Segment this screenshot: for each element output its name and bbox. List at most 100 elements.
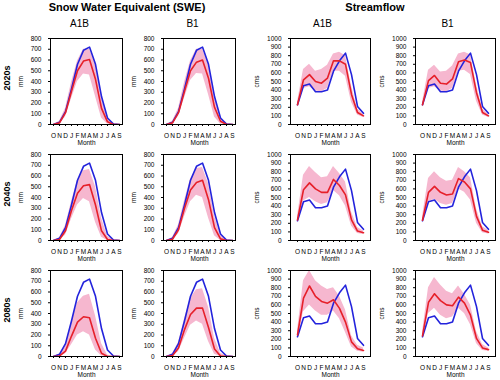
svg-text:0: 0 (151, 121, 155, 128)
svg-text:J: J (439, 132, 442, 139)
svg-text:100: 100 (396, 344, 407, 351)
svg-text:A: A (111, 364, 116, 371)
svg-text:O: O (164, 364, 169, 371)
svg-text:S: S (230, 364, 235, 371)
svg-text:O: O (295, 132, 300, 139)
svg-text:A: A (111, 132, 116, 139)
svg-text:0: 0 (403, 353, 407, 360)
svg-text:1000: 1000 (267, 151, 282, 158)
svg-text:700: 700 (396, 176, 407, 183)
svg-text:J: J (183, 364, 186, 371)
svg-text:cms: cms (253, 191, 260, 204)
svg-text:300: 300 (271, 211, 282, 218)
svg-text:400: 400 (271, 86, 282, 93)
svg-text:N: N (426, 248, 431, 255)
svg-text:J: J (100, 364, 103, 371)
svg-text:N: N (301, 364, 306, 371)
svg-text:J: J (106, 248, 109, 255)
svg-text:J: J (469, 364, 472, 371)
svg-text:Month: Month (321, 255, 339, 262)
svg-text:N: N (426, 364, 431, 371)
svg-text:0: 0 (403, 121, 407, 128)
svg-text:1000: 1000 (267, 267, 282, 274)
svg-text:J: J (469, 248, 472, 255)
svg-text:cms: cms (378, 307, 385, 320)
svg-text:700: 700 (144, 161, 155, 168)
svg-text:J: J (344, 364, 347, 371)
svg-text:O: O (164, 132, 169, 139)
svg-text:J: J (219, 248, 222, 255)
svg-text:700: 700 (271, 176, 282, 183)
svg-text:D: D (63, 364, 68, 371)
svg-text:0: 0 (38, 237, 42, 244)
svg-text:500: 500 (396, 310, 407, 317)
svg-text:O: O (420, 248, 425, 255)
svg-text:A: A (480, 364, 485, 371)
svg-text:O: O (295, 248, 300, 255)
svg-text:S: S (117, 248, 122, 255)
svg-text:700: 700 (144, 277, 155, 284)
svg-text:900: 900 (396, 275, 407, 282)
svg-text:400: 400 (271, 318, 282, 325)
svg-text:500: 500 (271, 78, 282, 85)
svg-text:D: D (176, 132, 181, 139)
svg-text:300: 300 (144, 88, 155, 95)
svg-text:0: 0 (151, 237, 155, 244)
svg-text:0: 0 (38, 353, 42, 360)
svg-text:D: D (307, 248, 312, 255)
svg-text:J: J (213, 248, 216, 255)
svg-text:200: 200 (271, 103, 282, 110)
svg-text:300: 300 (396, 95, 407, 102)
svg-text:N: N (170, 364, 175, 371)
svg-text:200: 200 (144, 331, 155, 338)
svg-text:200: 200 (31, 99, 42, 106)
svg-text:0: 0 (278, 237, 282, 244)
svg-text:Month: Month (446, 139, 464, 146)
svg-text:J: J (344, 248, 347, 255)
svg-text:cms: cms (253, 75, 260, 88)
svg-text:mm: mm (17, 192, 24, 203)
svg-text:600: 600 (144, 56, 155, 63)
svg-text:400: 400 (31, 194, 42, 201)
svg-text:A: A (355, 132, 360, 139)
svg-text:500: 500 (31, 299, 42, 306)
svg-text:200: 200 (144, 215, 155, 222)
svg-text:700: 700 (31, 277, 42, 284)
svg-text:500: 500 (31, 67, 42, 74)
svg-text:Month: Month (321, 139, 339, 146)
svg-text:600: 600 (31, 56, 42, 63)
svg-text:mm: mm (17, 308, 24, 319)
svg-text:400: 400 (271, 202, 282, 209)
svg-text:O: O (51, 364, 56, 371)
svg-text:Month: Month (446, 255, 464, 262)
svg-text:N: N (57, 364, 62, 371)
svg-text:600: 600 (144, 288, 155, 295)
svg-text:300: 300 (31, 204, 42, 211)
svg-text:700: 700 (144, 45, 155, 52)
svg-text:J: J (213, 364, 216, 371)
svg-text:600: 600 (144, 172, 155, 179)
svg-text:D: D (432, 132, 437, 139)
svg-text:1000: 1000 (392, 267, 407, 274)
svg-text:300: 300 (144, 320, 155, 327)
svg-text:cms: cms (253, 307, 260, 320)
svg-text:D: D (307, 132, 312, 139)
svg-text:800: 800 (144, 151, 155, 158)
svg-text:N: N (57, 132, 62, 139)
svg-text:800: 800 (31, 267, 42, 274)
svg-text:0: 0 (38, 121, 42, 128)
svg-text:S: S (486, 132, 491, 139)
svg-text:0: 0 (278, 353, 282, 360)
svg-text:O: O (51, 132, 56, 139)
svg-text:800: 800 (271, 52, 282, 59)
svg-text:cms: cms (378, 191, 385, 204)
svg-text:600: 600 (31, 172, 42, 179)
svg-text:O: O (51, 248, 56, 255)
svg-text:A: A (224, 132, 229, 139)
svg-text:100: 100 (271, 228, 282, 235)
svg-text:100: 100 (144, 226, 155, 233)
svg-text:1000: 1000 (392, 35, 407, 42)
svg-text:D: D (63, 132, 68, 139)
svg-text:A: A (224, 248, 229, 255)
svg-text:J: J (70, 364, 73, 371)
